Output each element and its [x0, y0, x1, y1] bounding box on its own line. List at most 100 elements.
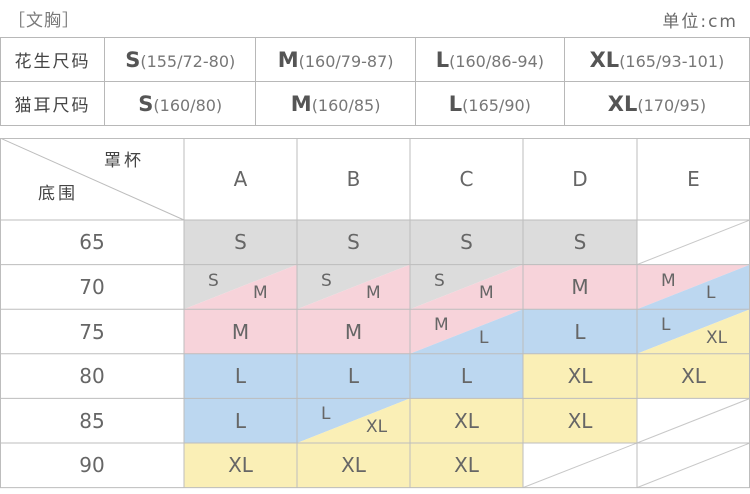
- spec-row-peanut: 花生尺码 S(155/72-80) M(160/79-87) L(160/86-…: [0, 37, 750, 82]
- size-label-upper: S: [321, 270, 332, 291]
- band-header: 65: [79, 230, 105, 255]
- size-fill-M: [523, 264, 637, 310]
- size-label: L: [234, 408, 247, 433]
- cup-header: E: [687, 167, 700, 191]
- size-fill-S: [410, 220, 523, 265]
- band-header: 70: [79, 274, 105, 299]
- size-label: M: [571, 274, 589, 299]
- size-code: M: [290, 91, 312, 116]
- size-fill-XL: [410, 398, 523, 443]
- size-fill-XL: [523, 398, 637, 443]
- size-label-lower: M: [253, 283, 268, 304]
- size-fill-S: [297, 220, 410, 265]
- size-fill-L: [184, 353, 297, 399]
- size-fill-M: [297, 309, 410, 354]
- size-label-lower: M: [366, 283, 381, 304]
- size-label: S: [347, 230, 360, 255]
- header: ［文胸］ 单位:cm: [0, 0, 750, 38]
- cup-grid-graphic: [0, 138, 750, 489]
- band-header: 90: [79, 453, 105, 478]
- size-code: XL: [607, 91, 638, 116]
- size-spec: (165/90): [462, 95, 531, 115]
- size-label-lower: XL: [366, 417, 388, 437]
- size-spec: (165/93-101): [619, 51, 725, 71]
- bra-section-title: ［文胸］: [8, 11, 80, 31]
- spec-cell: L(165/90): [414, 81, 565, 126]
- size-fill-XL: [637, 309, 750, 354]
- spec-row-cat-ear: 猫耳尺码 S(160/80) M(160/85) L(165/90) XL(17…: [0, 81, 750, 126]
- size-spec: (155/72-80): [140, 51, 236, 71]
- size-fill-L: [410, 353, 523, 399]
- size-spec-table: 花生尺码 S(155/72-80) M(160/79-87) L(160/86-…: [0, 37, 750, 126]
- spec-cell: S(160/80): [103, 81, 257, 126]
- size-label-lower: XL: [706, 327, 728, 348]
- size-fill-L: [184, 398, 297, 443]
- size-fill-XL: [637, 353, 750, 399]
- size-fill-S: [184, 220, 297, 265]
- size-label: XL: [567, 364, 593, 389]
- size-fill-S: [297, 264, 410, 310]
- size-fill-XL: [297, 443, 410, 488]
- band-axis-label: 底围: [38, 184, 78, 204]
- cup-header: B: [346, 167, 361, 191]
- size-label-upper: S: [434, 270, 445, 291]
- size-fill-M: [297, 264, 410, 310]
- band-header: 75: [79, 319, 105, 344]
- size-code: M: [277, 47, 299, 72]
- size-fill-M: [184, 309, 297, 354]
- size-spec: (160/79-87): [298, 51, 394, 71]
- spec-cell: L(160/86-94): [414, 37, 565, 82]
- spec-cell: M(160/85): [255, 81, 416, 126]
- size-label: XL: [681, 364, 706, 389]
- cup-axis-label: 罩杯: [104, 151, 144, 171]
- spec-cell: S(155/72-80): [103, 37, 257, 82]
- size-label: S: [573, 230, 587, 255]
- size-label-upper: S: [208, 270, 219, 291]
- size-label-upper: L: [661, 315, 671, 336]
- size-code: L: [435, 47, 450, 72]
- size-code: S: [125, 47, 141, 72]
- size-code: XL: [589, 47, 620, 72]
- size-spec: (160/86-94): [449, 51, 544, 71]
- size-label: XL: [228, 453, 253, 478]
- band-header: 80: [79, 364, 105, 389]
- size-label-lower: L: [479, 327, 489, 348]
- size-fill-S: [523, 220, 637, 265]
- size-label-upper: M: [434, 315, 449, 336]
- size-fill-S: [410, 264, 523, 310]
- spec-cell: XL(165/93-101): [563, 37, 750, 82]
- size-label: S: [234, 230, 247, 255]
- corner-diagonal: [0, 138, 185, 221]
- size-spec: (160/80): [153, 95, 223, 115]
- size-fill-M: [184, 264, 297, 310]
- size-label: L: [460, 364, 473, 389]
- size-fill-L: [523, 309, 637, 354]
- size-label: L: [574, 319, 586, 344]
- size-fill-S: [184, 264, 297, 310]
- row-header: 猫耳尺码: [0, 81, 105, 126]
- size-label: L: [347, 364, 360, 389]
- size-fill-XL: [410, 443, 523, 488]
- size-fill-XL: [297, 398, 410, 443]
- unit-label: 单位:cm: [662, 12, 738, 32]
- size-label: L: [234, 364, 247, 389]
- size-fill-L: [297, 398, 410, 443]
- size-label: S: [460, 230, 473, 255]
- cup-header: C: [459, 167, 474, 191]
- size-label-lower: M: [479, 283, 494, 304]
- size-label-lower: L: [706, 283, 716, 304]
- size-code: L: [448, 91, 463, 116]
- size-fill-M: [410, 264, 523, 310]
- size-label-upper: M: [661, 270, 676, 291]
- empty-cell-slash: [636, 442, 750, 489]
- size-fill-L: [410, 309, 523, 354]
- size-label: XL: [454, 453, 479, 478]
- size-label: XL: [341, 453, 366, 478]
- size-fill-L: [297, 353, 410, 399]
- size-fill-XL: [184, 443, 297, 488]
- size-spec: (170/95): [637, 95, 707, 115]
- row-header: 花生尺码: [0, 37, 105, 82]
- size-label: XL: [567, 408, 593, 433]
- size-label: M: [231, 319, 250, 344]
- cup-size-grid: 罩杯 底围 S S S S S M S M S M M M L M M M L L L XL L L L XL XL L L XL XL…: [0, 138, 750, 494]
